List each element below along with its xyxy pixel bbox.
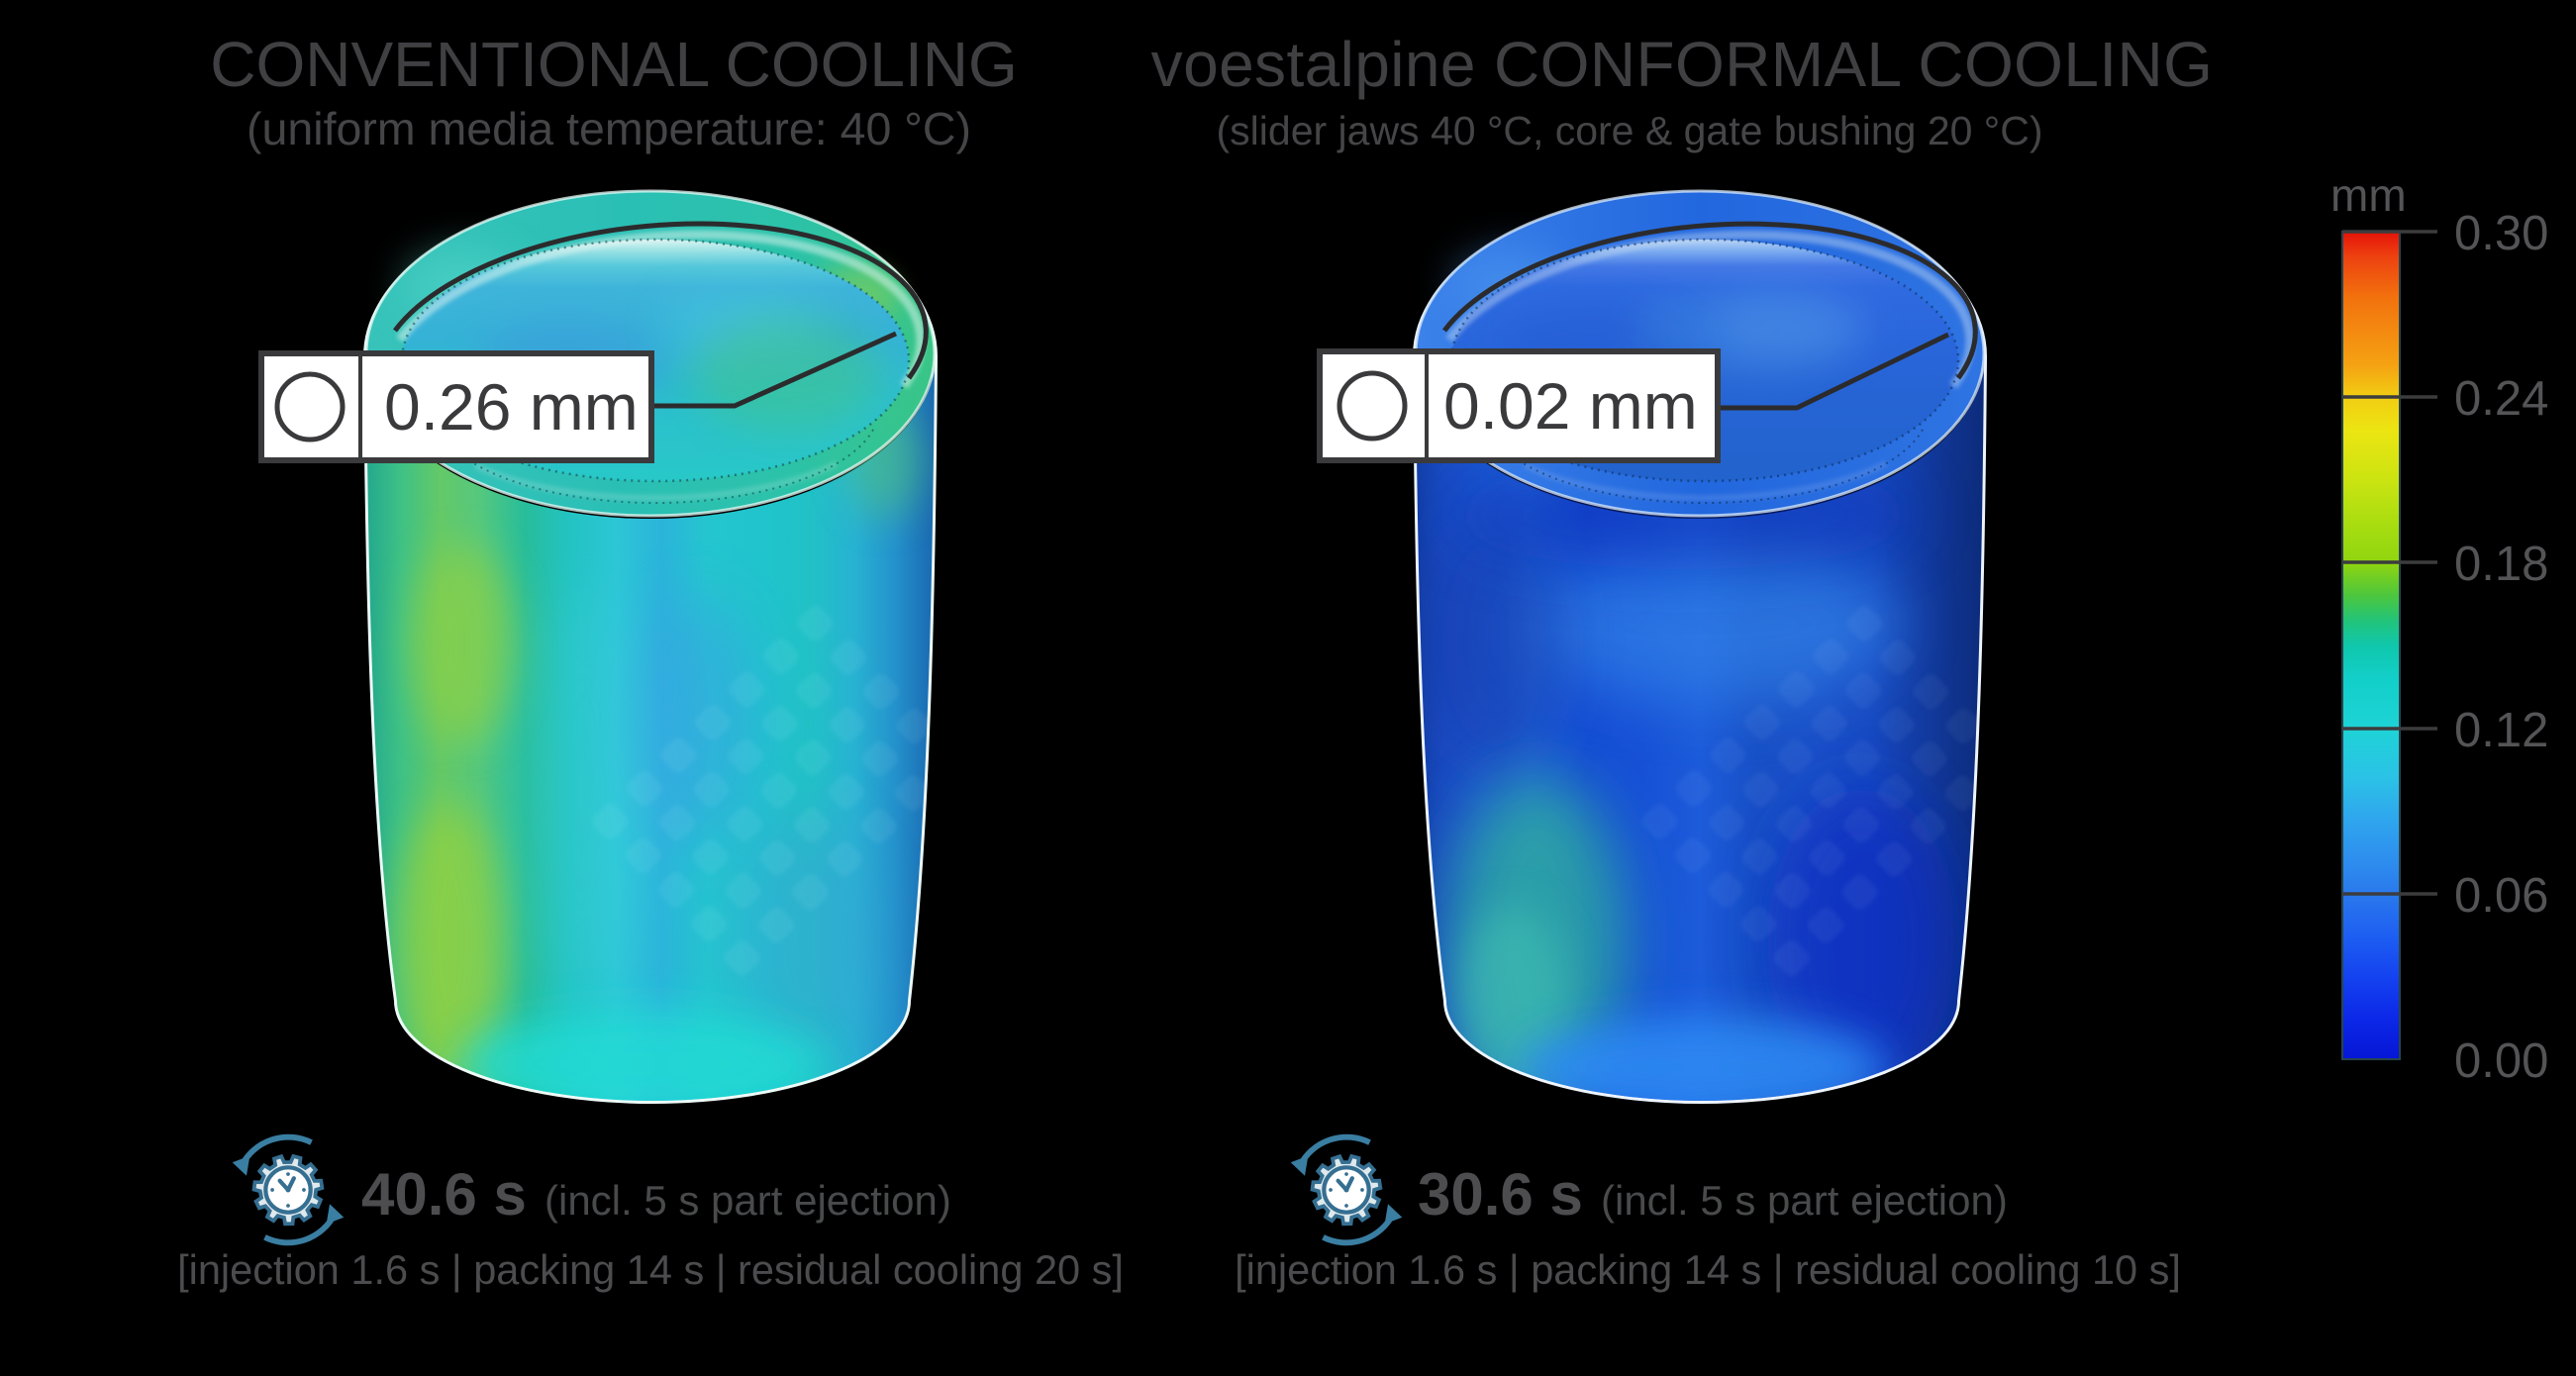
svg-text:(slider jaws 40 °C, core & gat: (slider jaws 40 °C, core & gate bushing … — [1217, 108, 2043, 153]
svg-text:(incl. 5 s part ejection): (incl. 5 s part ejection) — [1601, 1177, 2008, 1224]
svg-text:(incl. 5 s part ejection): (incl. 5 s part ejection) — [545, 1177, 951, 1224]
svg-text:[injection 1.6 s | packing 14: [injection 1.6 s | packing 14 s | residu… — [177, 1246, 1124, 1293]
svg-text:30.6 s: 30.6 s — [1418, 1161, 1583, 1228]
svg-text:0.18: 0.18 — [2454, 538, 2548, 591]
svg-text:CONVENTIONAL COOLING: CONVENTIONAL COOLING — [210, 29, 1018, 100]
svg-text:voestalpine CONFORMAL COOLING: voestalpine CONFORMAL COOLING — [1151, 29, 2214, 100]
svg-text:0.02 mm: 0.02 mm — [1443, 369, 1698, 442]
svg-text:(uniform media temperature: 40: (uniform media temperature: 40 °C) — [247, 103, 971, 154]
svg-text:[injection 1.6 s | packing 14: [injection 1.6 s | packing 14 s | residu… — [1235, 1246, 2181, 1293]
svg-text:0.00: 0.00 — [2454, 1034, 2548, 1088]
svg-text:0.12: 0.12 — [2454, 704, 2548, 757]
svg-text:mm: mm — [2330, 169, 2407, 221]
svg-text:0.30: 0.30 — [2454, 207, 2548, 260]
svg-text:0.26 mm: 0.26 mm — [384, 370, 639, 443]
svg-text:0.24: 0.24 — [2454, 372, 2548, 426]
svg-text:40.6 s: 40.6 s — [361, 1161, 527, 1228]
svg-text:0.06: 0.06 — [2454, 869, 2548, 923]
